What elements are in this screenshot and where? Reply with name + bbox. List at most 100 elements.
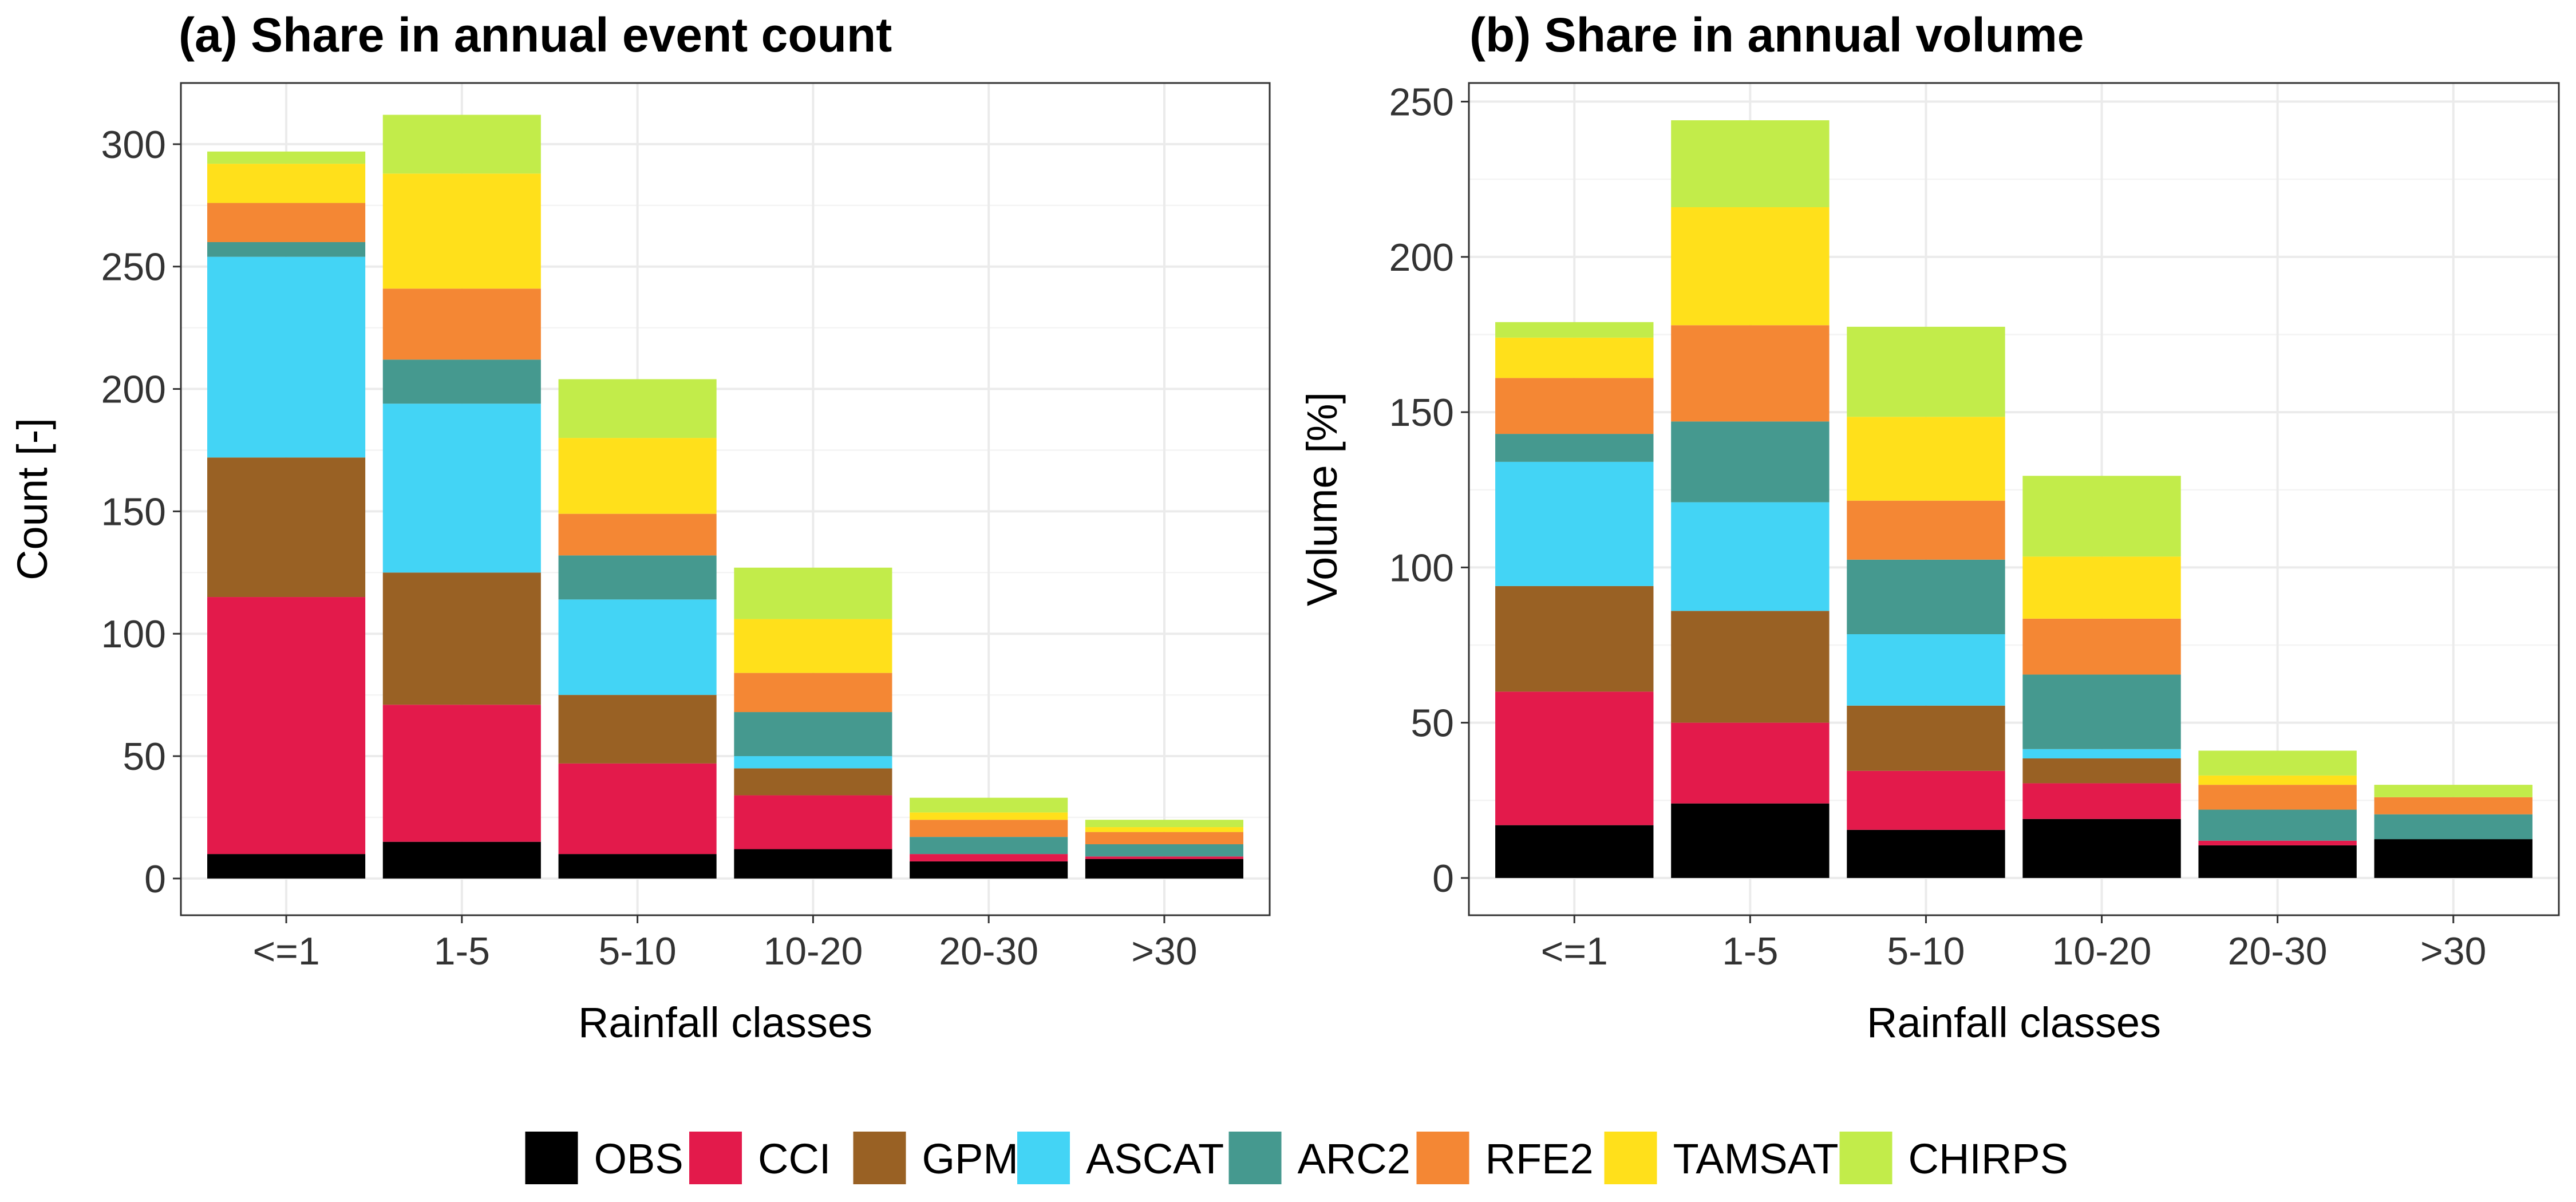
bar-segment-cci [558, 763, 717, 855]
bar-segment-chirps [2374, 785, 2532, 797]
bar-segment-gpm [1495, 586, 1654, 692]
panel-b-y-axis: 0 50 100 150 200 250 [1389, 81, 1469, 900]
bar-segment-obs [2198, 845, 2357, 878]
y-tick-label: 0 [144, 857, 166, 901]
bar-segment-chirps [1085, 820, 1243, 828]
legend-label: ASCAT [1086, 1135, 1224, 1183]
legend-swatch [1416, 1132, 1469, 1184]
bar-segment-chirps [1495, 322, 1654, 338]
bar-segment-chirps [558, 379, 717, 438]
bar-segment-tamsat [2198, 775, 2357, 785]
bar-segment-rfe2 [2198, 785, 2357, 810]
bar-segment-tamsat [1671, 207, 1830, 326]
bar-segment-chirps [910, 797, 1068, 813]
bar-segment-rfe2 [382, 288, 541, 360]
bar-segment-chirps [1847, 326, 2005, 417]
panel-a-xlabel: Rainfall classes [578, 999, 872, 1046]
panel-b-title: (b) Share in annual volume [1469, 8, 2084, 62]
bar-segment-ascat [2022, 749, 2181, 759]
bar-segment-chirps [2198, 750, 2357, 776]
panel-a-plot-area [180, 82, 1271, 916]
panel-a-ylabel: Count [-] [9, 418, 56, 580]
bar-segment-arc2 [734, 712, 892, 757]
bar-segment-ascat [734, 756, 892, 769]
panel-b-bars [1495, 120, 2532, 878]
bar-segment-tamsat [207, 164, 366, 203]
legend-item-gpm: GPM [853, 1132, 1019, 1184]
y-tick-label: 250 [1389, 81, 1454, 124]
bar-segment-chirps [1671, 120, 1830, 208]
bar-segment-gpm [1847, 705, 2005, 771]
bar-segment-gpm [734, 768, 892, 796]
bar-segment-cci [910, 854, 1068, 861]
legend-item-ascat: ASCAT [1017, 1132, 1224, 1184]
legend-item-obs: OBS [525, 1132, 683, 1184]
x-tick-label: <=1 [252, 930, 319, 973]
y-tick-label: 200 [1389, 236, 1454, 279]
bar-segment-tamsat [1847, 417, 2005, 501]
panel-b-border [1468, 82, 2560, 916]
legend-swatch [1604, 1132, 1657, 1184]
bar-segment-cci [1085, 856, 1243, 859]
bar-segment-arc2 [382, 359, 541, 404]
legend-label: OBS [594, 1135, 683, 1183]
legend-label: CCI [758, 1135, 831, 1183]
legend-swatch [1228, 1132, 1282, 1184]
bar-segment-rfe2 [1495, 378, 1654, 434]
bar-segment-rfe2 [1847, 500, 2005, 560]
legend-swatch [853, 1132, 906, 1184]
bar-segment-arc2 [1085, 844, 1243, 857]
bar-segment-ascat [558, 599, 717, 695]
panel-a-border [180, 82, 1271, 916]
y-tick-label: 250 [101, 246, 166, 289]
legend-swatch [1017, 1132, 1070, 1184]
bar-segment-chirps [207, 151, 366, 164]
panel-a-bars [207, 114, 1243, 879]
y-tick-label: 100 [1389, 546, 1454, 590]
legend-item-rfe2: RFE2 [1416, 1132, 1594, 1184]
panel-a-event-count: (a) Share in annual event count 0 50 100 15… [9, 8, 1271, 1046]
bar-segment-cci [1495, 691, 1654, 825]
bar-segment-gpm [1671, 611, 1830, 723]
legend-item-arc2: ARC2 [1228, 1132, 1411, 1184]
bar-segment-tamsat [382, 173, 541, 289]
bar-segment-cci [207, 597, 366, 855]
bar-segment-ascat [1671, 502, 1830, 611]
bar-segment-ascat [207, 256, 366, 458]
bar-segment-cci [1671, 722, 1830, 804]
legend-item-tamsat: TAMSAT [1604, 1132, 1839, 1184]
bar-segment-tamsat [734, 619, 892, 673]
x-tick-label: 5-10 [599, 930, 677, 973]
y-tick-label: 150 [1389, 391, 1454, 434]
bar-segment-gpm [558, 695, 717, 764]
bar-segment-tamsat [2022, 556, 2181, 619]
bar-segment-arc2 [558, 555, 717, 600]
bar-segment-gpm [382, 572, 541, 705]
y-tick-label: 150 [101, 490, 166, 533]
bar-segment-tamsat [1495, 337, 1654, 378]
x-tick-label: 10-20 [763, 930, 863, 973]
bar-segment-arc2 [2022, 674, 2181, 749]
legend-label: TAMSAT [1673, 1135, 1839, 1183]
y-tick-label: 300 [101, 123, 166, 167]
bar-segment-obs [910, 861, 1068, 879]
legend-swatch [1839, 1132, 1893, 1184]
legend-item-cci: CCI [689, 1132, 831, 1184]
legend-label: GPM [922, 1135, 1019, 1183]
bar-segment-rfe2 [1671, 325, 1830, 422]
bar-segment-obs [207, 854, 366, 879]
bar-segment-obs [558, 854, 717, 879]
bar-segment-chirps [734, 567, 892, 619]
bar-segment-chirps [382, 114, 541, 174]
x-tick-label: <=1 [1541, 930, 1608, 973]
bar-segment-cci [2198, 840, 2357, 845]
bar-segment-rfe2 [2022, 618, 2181, 675]
bar-segment-tamsat [1085, 827, 1243, 832]
bar-segment-obs [734, 849, 892, 879]
x-tick-label: 1-5 [434, 930, 490, 973]
bar-segment-cci [734, 795, 892, 849]
bar-segment-obs [1847, 829, 2005, 878]
panel-a-y-axis: 0 50 100 150 200 250 300 [101, 123, 181, 901]
bar-segment-rfe2 [207, 203, 366, 242]
